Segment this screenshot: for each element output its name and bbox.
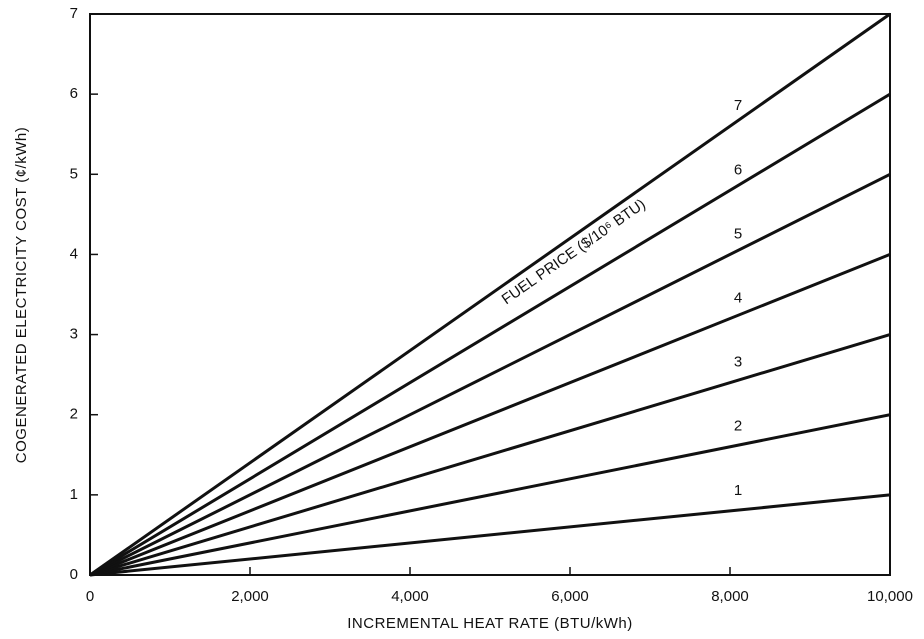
y-tick-label: 7 (70, 5, 78, 22)
series-label: 6 (734, 161, 742, 178)
series-line (89, 333, 891, 577)
x-tick-label: 8,000 (711, 588, 749, 605)
series-line (89, 172, 891, 577)
y-axis-label: COGENERATED ELECTRICITY COST (¢/kWh) (13, 127, 30, 463)
series-line (89, 92, 891, 577)
y-tick-label: 2 (70, 406, 78, 423)
x-tick-label: 2,000 (231, 588, 269, 605)
plot-frame (89, 13, 891, 576)
series-label: 2 (734, 418, 742, 435)
y-tick-label: 3 (70, 326, 78, 343)
series-line (89, 253, 891, 577)
y-tick-label: 4 (70, 245, 78, 262)
x-tick-label: 0 (86, 588, 94, 605)
x-tick-label: 4,000 (391, 588, 429, 605)
y-tick-label: 5 (70, 165, 78, 182)
y-tick-label: 0 (70, 566, 78, 583)
series-label: 3 (734, 354, 742, 371)
y-tick-label: 1 (70, 486, 78, 503)
x-tick-label: 6,000 (551, 588, 589, 605)
series-label: 7 (734, 97, 742, 114)
x-tick-label: 10,000 (867, 588, 913, 605)
series-line (89, 413, 891, 577)
series-label: 5 (734, 225, 742, 242)
y-tick-label: 6 (70, 85, 78, 102)
x-axis-label: INCREMENTAL HEAT RATE (BTU/kWh) (347, 615, 633, 632)
series-line (89, 12, 891, 577)
series-label: 4 (734, 290, 742, 307)
series-line (89, 493, 891, 577)
series-label: 1 (734, 482, 742, 499)
